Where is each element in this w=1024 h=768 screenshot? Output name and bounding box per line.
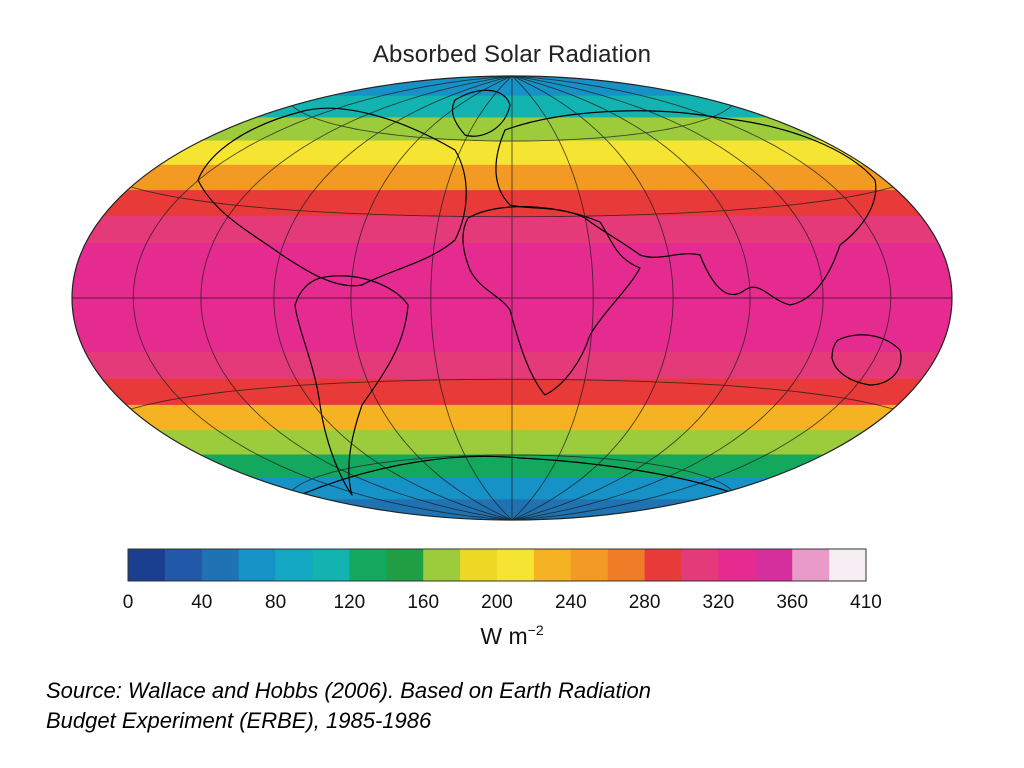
colorbar-tick-label: 320 (702, 592, 735, 613)
colorbar-segment (349, 549, 387, 581)
colorbar-segment (533, 549, 572, 581)
map-title: Absorbed Solar Radiation (372, 41, 652, 68)
colorbar-segment (423, 549, 461, 581)
colorbar-segment (607, 549, 645, 581)
colorbar-segment (718, 549, 756, 581)
parallel-line (130, 378, 894, 410)
colorbar-tick-label: 360 (776, 592, 809, 613)
parallel-line (130, 186, 894, 218)
parallel-line (291, 454, 733, 491)
africa-outline (462, 206, 641, 396)
source-line-2: Budget Experiment (ERBE), 1985-1986 (46, 708, 432, 733)
globe-outline (71, 75, 953, 521)
colorbar-segment (201, 549, 239, 581)
colorbar-tick-label: 80 (265, 592, 287, 613)
colorbar-segment (275, 549, 313, 581)
colorbar-segment (681, 549, 719, 581)
colorbar-tick-label: 120 (333, 592, 366, 613)
greenland-outline (451, 89, 511, 137)
colorbar-segment (128, 549, 166, 581)
colorbar-tick-label: 40 (191, 592, 213, 613)
colorbar-segment (386, 549, 424, 581)
colorbar-tick-label: 240 (554, 592, 587, 613)
colorbar-segment (497, 549, 535, 581)
parallel-line (291, 105, 733, 142)
colorbar-tick-label: 410 (850, 592, 882, 613)
colorbar-units-label: W m−2 (0, 622, 1024, 650)
eurasia-outline (495, 110, 877, 306)
colorbar-segment (460, 549, 498, 581)
colorbar-segment (792, 549, 830, 581)
source-line-1: Source: Wallace and Hobbs (2006). Based … (46, 678, 651, 703)
units-exponent: −2 (527, 622, 544, 638)
colorbar-segment (644, 549, 682, 581)
colorbar-segment (164, 549, 203, 581)
source-citation: Source: Wallace and Hobbs (2006). Based … (46, 676, 946, 736)
colorbar-segment (829, 549, 867, 581)
colorbar-segment (755, 549, 793, 581)
colorbar-tick-label: 0 (122, 592, 134, 613)
colorbar-tick-label: 280 (628, 592, 661, 613)
units-text: W m (480, 623, 528, 649)
colorbar-segment (312, 549, 350, 581)
australia-outline (831, 334, 902, 386)
colorbar-tick-label: 160 (407, 592, 440, 613)
colorbar-tick-label: 200 (481, 592, 513, 613)
colorbar-frame (127, 548, 867, 582)
colorbar (127, 548, 867, 582)
graticule (72, 76, 952, 520)
south-america-outline (294, 275, 409, 496)
colorbar-segment (238, 549, 276, 581)
colorbar-segment (570, 549, 608, 581)
